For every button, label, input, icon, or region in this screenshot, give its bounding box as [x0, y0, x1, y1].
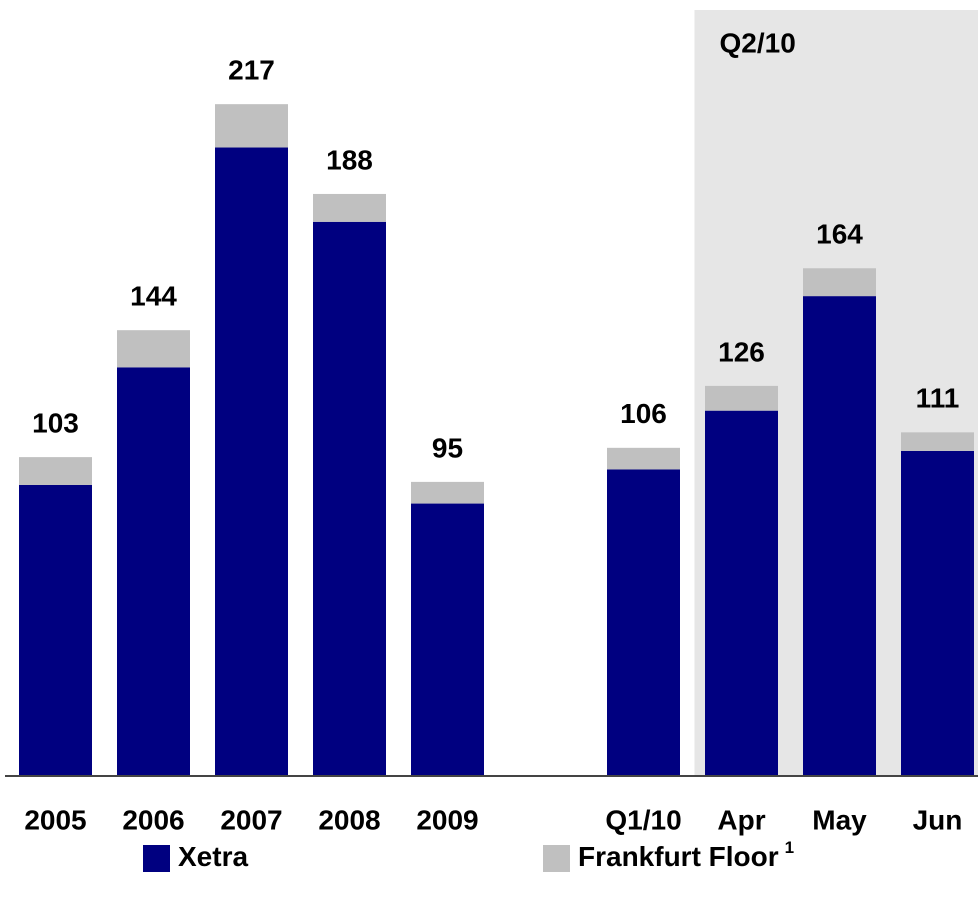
bar-segment [901, 450, 974, 776]
bar-segment [215, 104, 288, 148]
total-label: 164 [816, 219, 863, 250]
bar-segment [117, 330, 190, 368]
x-tick-label: 2009 [416, 804, 478, 835]
bar-segment [803, 296, 876, 776]
bar-segment [117, 367, 190, 776]
highlight-label: Q2/10 [720, 27, 796, 58]
legend-footnote: 1 [785, 838, 794, 857]
x-tick-label: Q1/10 [605, 804, 681, 835]
legend-label: Frankfurt Floor 1 [578, 838, 794, 872]
total-label: 188 [326, 144, 373, 175]
x-tick-label: Apr [717, 804, 765, 835]
total-label: 111 [916, 383, 960, 414]
total-label: 217 [228, 55, 275, 86]
bar-segment [705, 385, 778, 411]
legend-name: Frankfurt Floor [578, 841, 779, 872]
bar-segment [313, 221, 386, 777]
bar-segment [901, 432, 974, 451]
total-label: 106 [620, 398, 667, 429]
legend-label: Xetra [178, 841, 248, 872]
total-label: 126 [718, 336, 765, 367]
x-tick-label: Jun [913, 804, 963, 835]
bar-segment [19, 484, 92, 776]
bar-segment [803, 268, 876, 297]
legend-swatch [543, 845, 570, 872]
x-tick-label: 2006 [122, 804, 184, 835]
bar-segment [607, 447, 680, 470]
legend-swatch [143, 845, 170, 872]
total-label: 144 [130, 281, 177, 312]
x-tick-label: May [812, 804, 867, 835]
x-tick-label: 2008 [318, 804, 380, 835]
total-label: 95 [432, 432, 463, 463]
bar-segment [313, 193, 386, 222]
bar-segment [19, 457, 92, 485]
bar-segment [215, 147, 288, 777]
x-tick-label: 2005 [24, 804, 86, 835]
legend-name: Xetra [178, 841, 248, 872]
total-label: 103 [32, 408, 79, 439]
bar-segment [411, 481, 484, 504]
bar-segment [411, 503, 484, 776]
bar-segment [705, 410, 778, 776]
x-tick-label: 2007 [220, 804, 282, 835]
bar-segment [607, 469, 680, 776]
